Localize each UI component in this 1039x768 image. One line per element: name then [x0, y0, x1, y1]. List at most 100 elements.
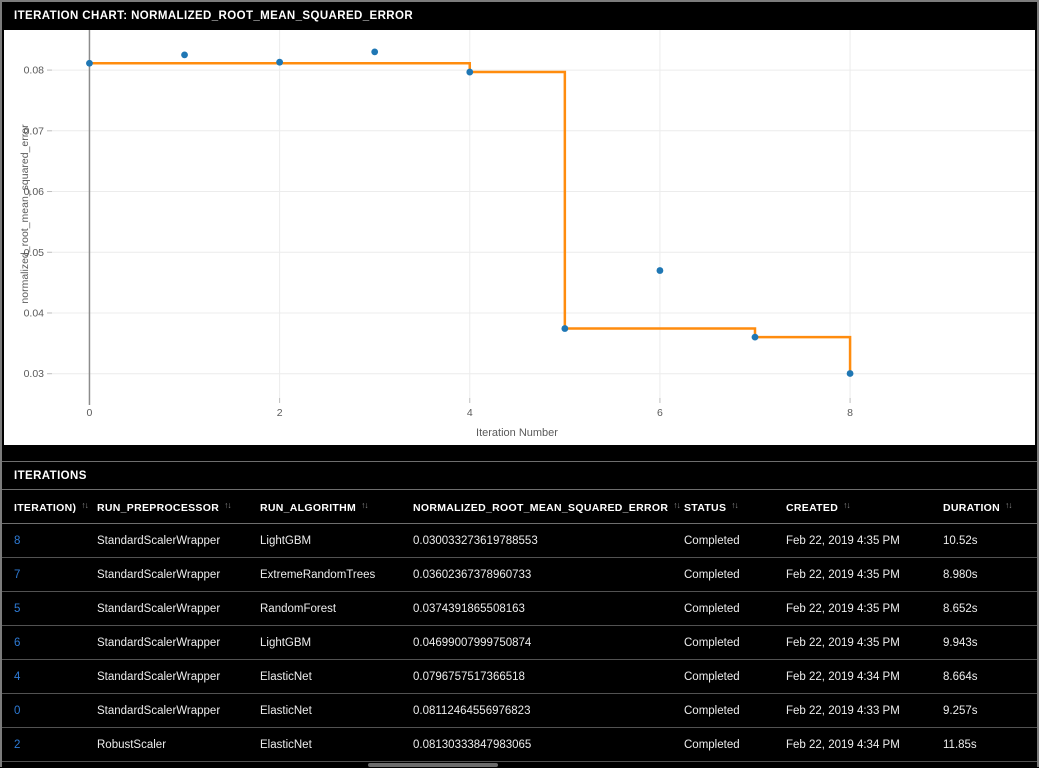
cell-algorithm: ElasticNet	[260, 704, 312, 717]
metric-data-point	[276, 58, 284, 66]
column-header-label: RUN_PREPROCESSOR	[97, 501, 220, 514]
y-tick-label: 0.08	[24, 65, 45, 77]
cell-status: Completed	[684, 602, 740, 615]
y-tick-label: 0.04	[24, 307, 45, 319]
cell-algorithm: LightGBM	[260, 534, 312, 547]
iteration-chart-svg: 0.03 0.04 0.05 0.06 0.07 0.08 0 2 4 6 8 Iteration N…	[4, 30, 1035, 445]
iteration-chart: 0.03 0.04 0.05 0.06 0.07 0.08 0 2 4 6 8 Iteration N…	[4, 30, 1035, 445]
cell-algorithm: ExtremeRandomTrees	[260, 568, 376, 581]
table-row: 2 RobustScaler ElasticNet 0.081303338479830…	[2, 728, 1037, 762]
table-row: 0 StandardScalerWrapper ElasticNet 0.081124…	[2, 694, 1037, 728]
metric-data-point	[86, 59, 93, 67]
table-row: 8 StandardScalerWrapper LightGBM 0.03003327…	[2, 524, 1037, 558]
cell-metric: 0.03602367378960733	[413, 568, 532, 581]
sort-arrows-icon: ↑↓	[224, 499, 231, 510]
x-tick-label: 4	[467, 407, 473, 419]
cell-created: Feb 22, 2019 4:35 PM	[786, 602, 900, 615]
iteration-link[interactable]: 2	[14, 738, 21, 751]
column-header-created[interactable]: CREATED ↑↓	[786, 500, 943, 514]
iterations-titlebar: ITERATIONS	[2, 461, 1037, 490]
metric-data-point	[846, 370, 854, 377]
iterations-title: ITERATIONS	[14, 469, 87, 482]
x-tick-label: 8	[847, 407, 853, 419]
sort-arrows-icon: ↑↓	[731, 499, 738, 510]
x-tick-label: 6	[657, 407, 663, 419]
iterations-table-body: 8 StandardScalerWrapper LightGBM 0.03003327…	[2, 524, 1037, 762]
metric-data-point	[371, 48, 379, 56]
cell-preprocessor: StandardScalerWrapper	[97, 704, 221, 717]
iteration-link[interactable]: 5	[14, 602, 21, 615]
cell-status: Completed	[684, 568, 740, 581]
y-tick-label: 0.05	[24, 247, 45, 259]
cell-duration: 8.664s	[943, 670, 978, 683]
table-row: 4 StandardScalerWrapper ElasticNet 0.079675…	[2, 660, 1037, 694]
column-header-algorithm[interactable]: RUN_ALGORITHM ↑↓	[260, 500, 413, 514]
sort-arrows-icon: ↑↓	[361, 499, 368, 510]
cell-created: Feb 22, 2019 4:35 PM	[786, 534, 900, 547]
cell-preprocessor: StandardScalerWrapper	[97, 602, 221, 615]
iteration-link[interactable]: 7	[14, 568, 21, 581]
cell-created: Feb 22, 2019 4:35 PM	[786, 636, 900, 649]
iteration-link[interactable]: 6	[14, 636, 21, 649]
metric-data-point	[181, 51, 188, 59]
column-header-label: STATUS	[684, 501, 727, 514]
sort-arrows-icon: ↑↓	[673, 499, 680, 510]
table-row: 6 StandardScalerWrapper LightGBM 0.04699007…	[2, 626, 1037, 660]
chart-panel-titlebar: ITERATION CHART: NORMALIZED_ROOT_MEAN_SQ…	[2, 2, 1037, 30]
cell-preprocessor: StandardScalerWrapper	[97, 636, 221, 649]
cell-created: Feb 22, 2019 4:34 PM	[786, 670, 900, 683]
sort-arrows-icon: ↑↓	[843, 499, 850, 510]
chart-panel-title: ITERATION CHART: NORMALIZED_ROOT_MEAN_SQ…	[14, 10, 414, 22]
x-axis-title: Iteration Number	[476, 427, 558, 439]
iteration-link[interactable]: 8	[14, 534, 21, 547]
cell-algorithm: ElasticNet	[260, 738, 312, 751]
cell-algorithm: ElasticNet	[260, 670, 312, 683]
column-header-status[interactable]: STATUS ↑↓	[684, 500, 786, 514]
cell-duration: 8.980s	[943, 568, 978, 581]
cell-metric: 0.08112464556976823	[413, 704, 531, 717]
cell-metric: 0.08130333847983065	[413, 738, 532, 751]
column-header-preprocessor[interactable]: RUN_PREPROCESSOR ↑↓	[97, 500, 260, 514]
cell-preprocessor: RobustScaler	[97, 738, 167, 751]
cell-status: Completed	[684, 738, 740, 751]
table-row: 7 StandardScalerWrapper ExtremeRandomTrees…	[2, 558, 1037, 592]
cell-duration: 9.257s	[943, 704, 978, 717]
cell-preprocessor: StandardScalerWrapper	[97, 568, 221, 581]
cell-created: Feb 22, 2019 4:33 PM	[786, 704, 900, 717]
y-axis-title: normalized_root_mean_squared_error	[19, 124, 31, 304]
column-header-iteration[interactable]: ITERATION) ↑↓	[14, 500, 97, 514]
cell-status: Completed	[684, 636, 740, 649]
cell-algorithm: RandomForest	[260, 602, 337, 615]
metric-data-point	[751, 333, 759, 341]
plot-background	[4, 30, 1035, 445]
y-tick-label: 0.03	[24, 368, 45, 380]
cell-algorithm: LightGBM	[260, 636, 312, 649]
cell-created: Feb 22, 2019 4:35 PM	[786, 568, 900, 581]
cell-metric: 0.030033273619788553	[413, 534, 538, 547]
cell-preprocessor: StandardScalerWrapper	[97, 534, 221, 547]
column-header-label: DURATION	[943, 501, 1001, 514]
y-tick-label: 0.07	[24, 125, 45, 137]
metric-data-point	[656, 267, 664, 274]
column-header-metric[interactable]: NORMALIZED_ROOT_MEAN_SQUARED_ERROR ↑↓	[413, 500, 684, 514]
x-tick-label: 0	[87, 407, 93, 419]
column-header-label: ITERATION)	[14, 501, 77, 514]
x-tick-label: 2	[277, 407, 283, 419]
metric-data-point	[561, 325, 569, 332]
iterations-section: ITERATIONS ITERATION) ↑↓ RUN_PREPROCESSOR ↑…	[2, 461, 1037, 768]
iterations-table-header: ITERATION) ↑↓ RUN_PREPROCESSOR ↑↓ RUN_ALGORI…	[2, 490, 1037, 524]
cell-duration: 11.85s	[943, 738, 977, 751]
cell-duration: 10.52s	[943, 534, 978, 547]
horizontal-scrollbar-thumb[interactable]	[368, 763, 498, 767]
cell-status: Completed	[684, 534, 740, 547]
column-header-label: CREATED	[786, 501, 839, 514]
sort-arrows-icon: ↑↓	[81, 499, 88, 510]
cell-preprocessor: StandardScalerWrapper	[97, 670, 221, 683]
iteration-link[interactable]: 4	[14, 670, 21, 683]
column-header-duration[interactable]: DURATION ↑↓	[943, 500, 1037, 514]
sort-arrows-icon: ↑↓	[1005, 499, 1012, 510]
iteration-link[interactable]: 0	[14, 704, 21, 717]
horizontal-scrollbar[interactable]	[2, 762, 1037, 768]
table-row: 5 StandardScalerWrapper RandomForest 0.0374…	[2, 592, 1037, 626]
